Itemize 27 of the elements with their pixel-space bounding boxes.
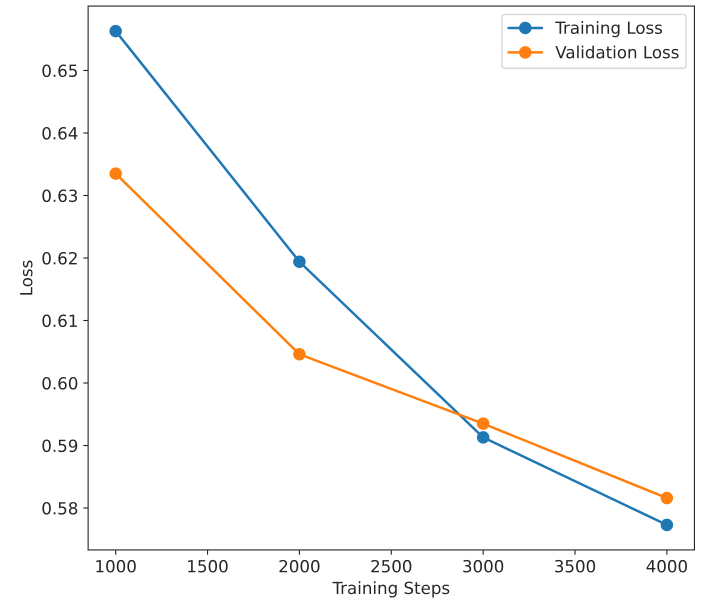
y-tick-label: 0.59: [42, 439, 78, 452]
x-tick-label: 3500: [555, 560, 596, 573]
y-tick-label: 0.58: [42, 502, 78, 515]
y-axis-title: Loss: [20, 260, 33, 295]
y-tick-label: 0.60: [42, 376, 78, 390]
point: [476, 417, 490, 430]
y-tick-label: 0.64: [42, 126, 78, 140]
point: [109, 167, 122, 180]
point: [660, 518, 674, 532]
point: [293, 348, 306, 361]
x-tick-label: 4000: [646, 560, 687, 573]
y-tick-label: 0.65: [42, 64, 77, 78]
point: [109, 24, 122, 38]
x-tick-label: 2000: [279, 560, 320, 573]
y-tick-label: 0.61: [42, 314, 77, 328]
legend-label: Training Loss: [555, 21, 662, 38]
y-tick-label: 0.63: [42, 189, 78, 202]
point: [476, 431, 490, 444]
y-tick-label: 0.62: [42, 252, 77, 265]
x-tick-label: 1500: [188, 560, 228, 573]
x-tick-label: 2500: [371, 560, 412, 573]
x-tick-label: 3000: [463, 560, 504, 573]
point: [293, 256, 306, 268]
x-tick-label: 1000: [96, 560, 136, 573]
x-axis-title: Training Steps: [332, 581, 450, 598]
legend-label: Validation Loss: [555, 46, 679, 58]
point: [660, 492, 674, 504]
